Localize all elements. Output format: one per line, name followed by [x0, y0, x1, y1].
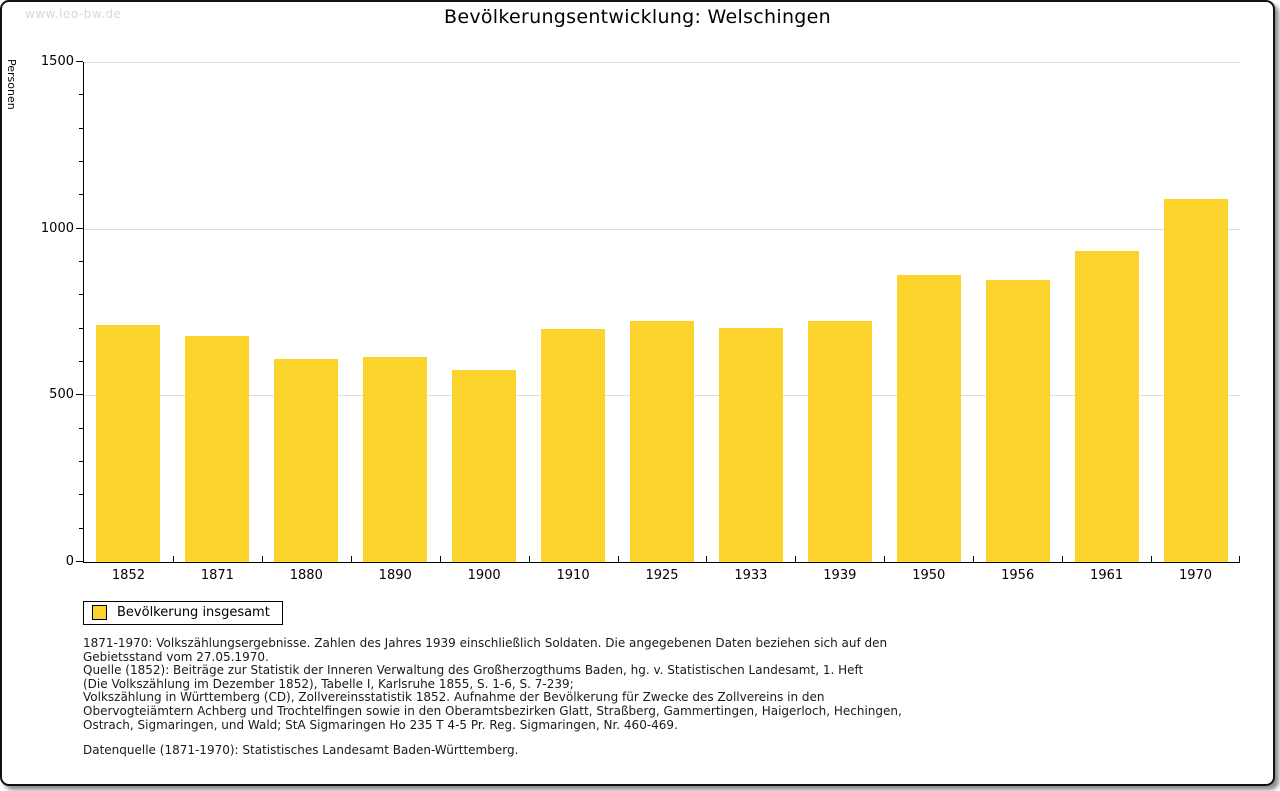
bar-1890 — [363, 357, 428, 562]
legend-swatch-icon — [92, 605, 107, 620]
y-tick-label: 500 — [49, 387, 74, 403]
y-tick-label: 1500 — [40, 54, 74, 69]
x-axis-tick — [795, 556, 797, 562]
x-axis-tick — [706, 556, 708, 562]
x-axis-tick — [1151, 556, 1153, 562]
x-category-label: 1970 — [1178, 568, 1213, 583]
x-category-label: 1933 — [734, 568, 768, 583]
y-minor-tick — [79, 294, 83, 296]
x-category-label: 1961 — [1090, 568, 1124, 583]
x-axis-tick — [261, 556, 263, 562]
bar-1880 — [274, 358, 339, 562]
footnote-line: 1871-1970: Volkszählungsergebnisse. Zahl… — [83, 636, 888, 650]
bar-1970 — [1163, 198, 1228, 562]
data-source-line: Datenquelle (1871-1970): Statistisches L… — [83, 743, 519, 757]
y-gridline — [84, 228, 1240, 230]
y-minor-tick — [79, 527, 83, 529]
x-category-label: 1852 — [111, 568, 145, 583]
x-axis-tick — [617, 556, 619, 562]
x-category-label: 1910 — [556, 568, 590, 583]
x-category-label: 1880 — [289, 568, 323, 583]
y-minor-tick — [79, 461, 83, 462]
footnote-line: Obervogteiämtern Achberg und Trochtelfin… — [83, 703, 902, 718]
y-minor-tick — [79, 494, 83, 496]
x-category-label: 1950 — [912, 568, 946, 583]
x-axis-tick — [528, 556, 530, 562]
x-category-label: 1956 — [1001, 568, 1035, 583]
y-major-tick — [76, 61, 83, 62]
y-major-tick — [76, 561, 83, 562]
bar-1933 — [718, 328, 783, 562]
bar-1900 — [452, 370, 517, 562]
x-category-label: 1871 — [200, 568, 234, 583]
y-major-tick — [76, 227, 83, 229]
x-category-label: 1900 — [467, 568, 501, 583]
footnote-line: Volkszählung in Württemberg (CD), Zollve… — [83, 690, 825, 705]
chart-title: Bevölkerungsentwicklung: Welschingen — [444, 6, 831, 28]
x-axis-tick — [172, 556, 174, 562]
y-minor-tick — [79, 161, 83, 162]
y-minor-tick — [79, 361, 83, 362]
bar-1961 — [1074, 251, 1139, 562]
x-axis-tick — [439, 556, 441, 562]
y-axis-label: Personen — [5, 59, 18, 110]
x-axis-tick — [1239, 556, 1240, 562]
bar-1852 — [96, 324, 161, 562]
y-minor-tick — [79, 327, 83, 329]
bar-1925 — [630, 320, 694, 562]
footnote-line: Gebietsstand vom 27.05.1970. — [83, 649, 269, 664]
bar-1956 — [985, 280, 1050, 562]
footnotes: 1871-1970: Volkszählungsergebnisse. Zahl… — [83, 636, 1263, 732]
bar-1939 — [807, 321, 872, 562]
x-category-label: 1890 — [378, 568, 412, 583]
footnote-line: Quelle (1852): Beiträge zur Statistik de… — [83, 663, 864, 678]
x-axis-tick — [1062, 556, 1064, 562]
x-axis-tick — [350, 556, 352, 562]
x-category-label: 1939 — [823, 568, 857, 583]
y-minor-tick — [79, 194, 83, 196]
legend-label: Bevölkerung insgesamt — [117, 605, 270, 620]
y-minor-tick — [79, 427, 83, 429]
y-tick-label: 0 — [65, 554, 74, 569]
y-minor-tick — [79, 127, 83, 129]
y-major-tick — [76, 394, 83, 396]
bar-1910 — [541, 329, 606, 562]
x-category-label: 1925 — [645, 568, 679, 583]
plot-area: 0 500 1000 1500 1852 1871 1880 1890 1900 1910 1925… — [41, 54, 1240, 583]
y-tick-label: 1000 — [40, 220, 74, 236]
x-axis-tick — [973, 556, 975, 562]
legend: Bevölkerung insgesamt — [83, 601, 283, 625]
footnote-line: (Die Volkszählung im Dezember 1852), Tab… — [83, 676, 574, 691]
x-axis-tick — [884, 556, 886, 562]
bar-1950 — [896, 275, 961, 562]
y-gridline — [84, 62, 1240, 63]
bar-1871 — [185, 336, 250, 562]
footnote-line: Ostrach, Sigmaringen, und Wald; StA Sigm… — [83, 717, 678, 732]
watermark: www.leo-bw.de — [25, 7, 122, 21]
y-minor-tick — [79, 261, 83, 262]
y-minor-tick — [79, 94, 83, 96]
